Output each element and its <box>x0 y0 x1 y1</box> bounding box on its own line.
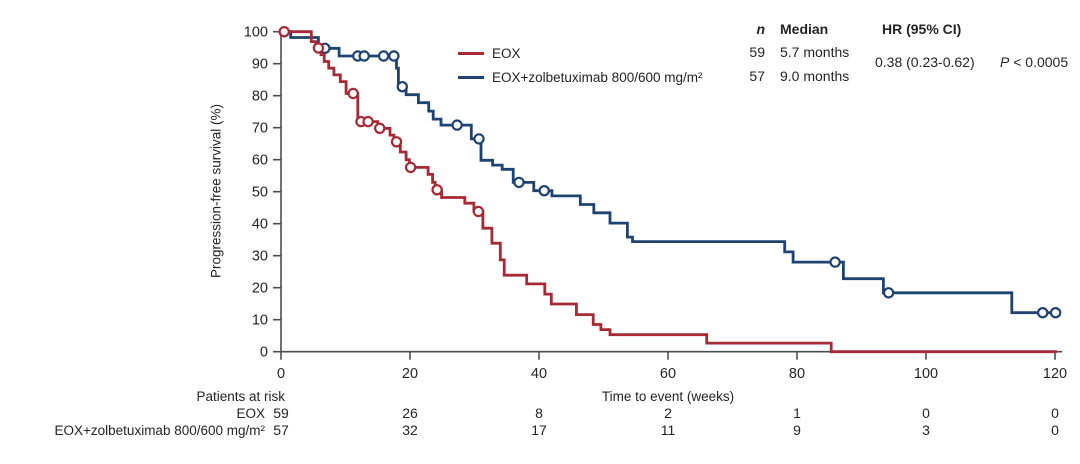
censor-mark <box>538 184 550 197</box>
x-tick-label: 80 <box>789 366 805 382</box>
x-tick-label: 120 <box>1043 366 1067 382</box>
risk-count: 59 <box>273 405 289 421</box>
stats-header-n: n <box>756 21 765 37</box>
legend-item-eox: EOX <box>458 41 702 65</box>
y-tick-label: 50 <box>252 185 268 201</box>
censor-mark <box>1049 307 1062 319</box>
y-tick-label: 100 <box>244 25 268 41</box>
risk-count: 57 <box>273 422 289 438</box>
censor-mark <box>358 50 370 62</box>
y-tick-label: 70 <box>252 121 268 137</box>
stats-p-symbol: P <box>1000 54 1010 70</box>
censor-mark <box>312 42 325 54</box>
y-tick-label: 60 <box>252 153 268 169</box>
y-axis-title: Progression-free survival (%) <box>208 103 224 279</box>
stats-header-hr: HR (95% CI) <box>882 21 962 37</box>
risk-count: 3 <box>922 422 930 438</box>
censor-mark <box>404 161 417 174</box>
censor-mark <box>377 50 390 62</box>
risk-row-label-eox: EOX <box>236 406 265 421</box>
censor-mark <box>362 115 374 128</box>
x-tick-label: 20 <box>402 366 418 382</box>
survival-curve <box>281 30 1057 354</box>
chart-legend: EOX EOX+zolbetuximab 800/600 mg/m² <box>458 41 702 89</box>
censor-mark <box>829 256 841 268</box>
x-tick-label: 100 <box>914 366 938 382</box>
risk-count: 0 <box>1051 405 1059 421</box>
y-tick-label: 0 <box>260 345 268 361</box>
y-tick-label: 90 <box>252 57 268 73</box>
censor-mark <box>278 26 290 38</box>
censor-mark <box>396 80 408 93</box>
risk-row-label-zolbetuximab: EOX+zolbetuximab 800/600 mg/m² <box>54 423 265 438</box>
censor-mark <box>347 87 359 100</box>
risk-count: 0 <box>922 405 930 421</box>
censor-mark <box>513 176 525 189</box>
y-tick-label: 80 <box>252 89 268 105</box>
stats-n-eox: 59 <box>749 44 765 60</box>
censor-mark <box>431 184 443 196</box>
legend-label-zolbetuximab: EOX+zolbetuximab 800/600 mg/m² <box>492 69 703 85</box>
risk-count: 2 <box>664 405 672 421</box>
stats-median-zolbetuximab: 9.0 months <box>780 68 850 84</box>
x-tick-label: 0 <box>277 366 285 382</box>
x-tick-label: 40 <box>531 366 547 382</box>
y-tick-label: 30 <box>252 249 268 265</box>
censor-mark <box>473 133 485 145</box>
x-axis-title: Time to event (weeks) <box>601 389 735 404</box>
censor-mark <box>390 136 403 148</box>
legend-swatch-zolbetuximab <box>458 75 484 79</box>
risk-count: 0 <box>1051 422 1059 438</box>
survival-curve <box>281 30 1059 315</box>
censor-mark <box>374 122 386 135</box>
stats-median-eox: 5.7 months <box>780 44 850 60</box>
censor-mark <box>472 205 485 218</box>
stats-header-median: Median <box>780 21 829 37</box>
x-tick-label: 60 <box>660 366 676 382</box>
risk-count: 17 <box>531 422 547 438</box>
risk-count: 1 <box>793 405 801 421</box>
y-tick-label: 10 <box>252 313 268 329</box>
legend-item-zolbetuximab: EOX+zolbetuximab 800/600 mg/m² <box>458 65 702 89</box>
censor-mark <box>1036 307 1049 319</box>
censor-mark <box>388 50 400 62</box>
y-tick-label: 20 <box>252 281 268 297</box>
risk-count: 26 <box>402 405 418 421</box>
legend-label-eox: EOX <box>492 45 521 61</box>
censor-mark <box>882 287 895 299</box>
risk-count: 11 <box>661 422 676 438</box>
risk-count: 32 <box>402 422 418 438</box>
stats-hr-value: 0.38 (0.23-0.62) <box>875 54 975 70</box>
risk-count: 9 <box>793 422 801 438</box>
stats-p-value: P < 0.0005 <box>1000 54 1068 70</box>
stats-n-zolbetuximab: 57 <box>749 68 765 84</box>
risk-table-title: Patients at risk <box>196 389 285 404</box>
y-tick-label: 40 <box>252 217 268 233</box>
censor-mark <box>451 119 463 131</box>
risk-count: 8 <box>535 405 543 421</box>
stats-p-rest: < 0.0005 <box>1009 54 1069 70</box>
legend-swatch-eox <box>458 51 484 55</box>
